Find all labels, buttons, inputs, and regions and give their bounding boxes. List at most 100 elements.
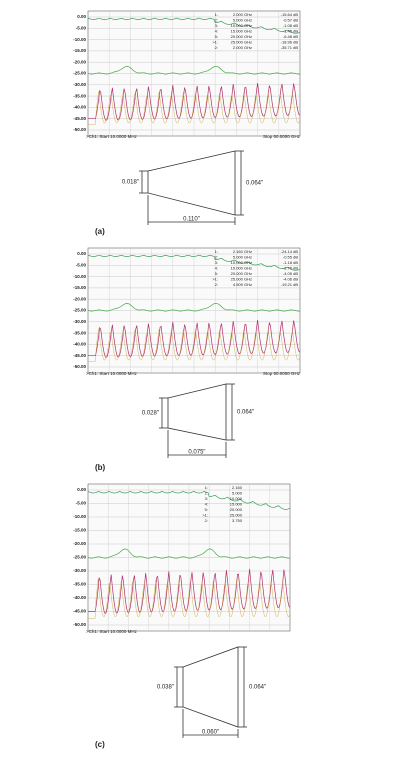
trace: [87, 65, 301, 75]
y-tick-label: -40.00: [73, 595, 86, 600]
y-tick-label: -10.00: [73, 274, 86, 279]
marker-value: -4.06 dB: [283, 277, 298, 282]
y-tick-label: -20.00: [73, 59, 86, 64]
y-tick-label: -50.00: [73, 364, 86, 369]
y-tick-label: -5.00: [76, 501, 87, 506]
y-tick-label: -45.00: [73, 609, 86, 614]
y-tick-label: -15.00: [73, 285, 86, 290]
y-tick-label: -50.00: [73, 127, 86, 132]
marker-id: 1:: [215, 12, 218, 17]
marker-value: -1.18 dB: [283, 260, 298, 265]
dim-label: 0.110": [183, 217, 200, 223]
marker-freq: 20.000 GHz: [231, 34, 252, 39]
y-tick-label: -25.00: [73, 308, 86, 313]
marker-freq: 20.000 GHz: [231, 271, 252, 276]
marker-id: >1:: [212, 40, 218, 45]
marker-freq: 20.000: [230, 507, 243, 512]
y-tick-label: -50.00: [73, 622, 86, 627]
marker-id: 1:: [205, 485, 208, 490]
marker-value: -6.48 dB: [283, 34, 298, 39]
panel-label: (b): [95, 463, 106, 472]
y-tick-label: -35.00: [73, 93, 86, 98]
dim-label: 0.060": [202, 730, 219, 736]
y-tick-label: -10.00: [73, 514, 86, 519]
marker-freq: 10.000 GHz: [231, 23, 252, 28]
stop-label: Stop 50.0000 GHz: [263, 134, 301, 139]
marker-id: 3:: [205, 496, 208, 501]
marker-freq: 4.509 GHz: [233, 282, 252, 287]
y-tick-label: -5.00: [76, 25, 87, 30]
trace: [87, 17, 301, 34]
y-tick-label: -10.00: [73, 37, 86, 42]
marker-id: >1:: [202, 513, 208, 518]
marker-id: 2:: [215, 255, 218, 260]
marker-freq: 2.000 GHz: [233, 45, 252, 50]
taper: [182, 646, 239, 728]
marker-freq: 10.000 GHz: [231, 260, 252, 265]
marker-value: -4.05 dB: [283, 271, 298, 276]
taper: [147, 150, 236, 216]
trace: [87, 491, 291, 510]
trace: [88, 328, 301, 362]
marker-value: -0.55 dB: [283, 255, 298, 260]
y-tick-label: -5.00: [76, 262, 87, 267]
marker-id: 3:: [215, 260, 218, 265]
trace: [87, 548, 291, 559]
marker-id: 4:: [215, 29, 218, 34]
marker-value: -24.14 dB: [281, 249, 299, 254]
marker-id: 1:: [215, 249, 218, 254]
y-tick-label: -35.00: [73, 330, 86, 335]
marker-id: 3:: [215, 23, 218, 28]
marker-value: -19.21 dB: [281, 282, 299, 287]
marker-freq: 5.000 GHz: [233, 255, 252, 260]
y-tick-label: 0.00: [77, 251, 86, 256]
taper: [167, 383, 227, 441]
y-tick-label: -30.00: [73, 319, 86, 324]
y-tick-label: -20.00: [73, 541, 86, 546]
start-label: >Ch1: Start 10.0000 MHz: [86, 371, 138, 376]
y-tick-label: -30.00: [73, 82, 86, 87]
marker-id: 2:: [205, 518, 208, 523]
dim-label: 0.038": [157, 685, 174, 691]
dim-label: 0.018": [122, 180, 139, 186]
marker-freq: 25.000 GHz: [231, 40, 252, 45]
marker-id: 5:: [215, 34, 218, 39]
start-label: >Ch1: Start 10.0000 MHz: [86, 134, 138, 139]
y-tick-label: -25.00: [73, 555, 86, 560]
marker-value: -0.57 dB: [283, 18, 298, 23]
marker-freq: 2.160 GHz: [233, 249, 252, 254]
marker-freq: 3.750: [232, 518, 243, 523]
trace: [87, 302, 301, 312]
marker-id: >1:: [212, 277, 218, 282]
y-tick-label: -35.00: [73, 582, 86, 587]
trace: [87, 254, 301, 271]
marker-value: -15.64 dB: [281, 12, 299, 17]
y-tick-label: -30.00: [73, 568, 86, 573]
stop-label: Stop 50.0000 GHz: [263, 371, 301, 376]
marker-freq: 15.000 GHz: [231, 29, 252, 34]
marker-value: -35.71 dB: [281, 45, 299, 50]
marker-id: 5:: [205, 507, 208, 512]
marker-id: 5:: [215, 271, 218, 276]
panel-label: (a): [95, 227, 105, 236]
y-tick-label: -45.00: [73, 353, 86, 358]
marker-id: 2:: [215, 282, 218, 287]
marker-freq: 25.000: [230, 513, 243, 518]
trace: [88, 91, 301, 125]
y-tick-label: -40.00: [73, 342, 86, 347]
marker-freq: 15.000 GHz: [231, 266, 252, 271]
marker-value: -18.96 dB: [281, 40, 299, 45]
marker-value: -1.45 dB: [283, 29, 298, 34]
marker-freq: 5.000: [232, 491, 243, 496]
y-tick-label: -45.00: [73, 116, 86, 121]
panel-label: (c): [95, 740, 105, 749]
marker-value: -1.08 dB: [283, 23, 298, 28]
marker-id: 4:: [215, 266, 218, 271]
marker-freq: 15.000: [230, 502, 243, 507]
marker-id: 4:: [205, 502, 208, 507]
marker-freq: 25.000 GHz: [231, 277, 252, 282]
marker-freq: 5.000 GHz: [233, 18, 252, 23]
y-tick-label: -15.00: [73, 528, 86, 533]
marker-value: -2.70 dB: [283, 266, 298, 271]
